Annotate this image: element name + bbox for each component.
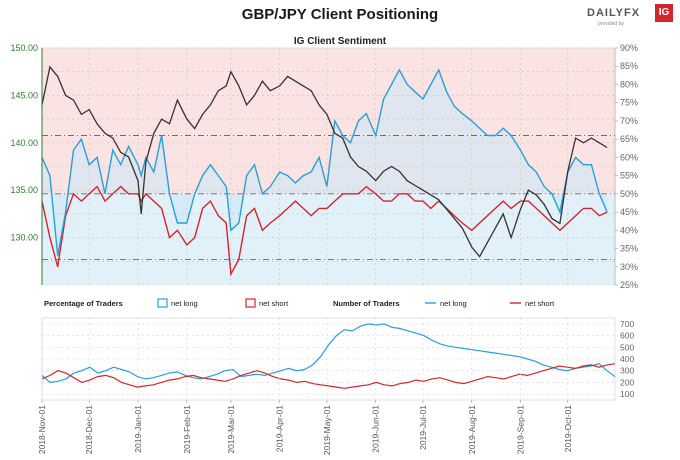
legend-pct-long-swatch: [157, 298, 168, 308]
bottom-y-tick-label: 500: [620, 342, 634, 352]
net-long-band: [42, 193, 615, 285]
y2-tick-label: 70%: [620, 116, 638, 126]
page-title: GBP/JPY Client Positioning: [241, 6, 439, 23]
x-tick-label: 2019-Aug-01: [467, 405, 477, 454]
x-tick-label: 2018-Nov-01: [37, 405, 47, 454]
legend-num-long: net long: [440, 299, 467, 308]
x-tick-label: 2019-Mar-01: [226, 405, 236, 454]
legend-pct-short: net short: [259, 299, 289, 308]
bottom-y-tick-label: 700: [620, 319, 634, 329]
logo-sub: provided by: [598, 21, 624, 27]
legend-number-label: Number of Traders: [333, 299, 400, 308]
y2-tick-label: 55%: [620, 171, 638, 181]
y2-tick-label: 75%: [620, 98, 638, 108]
y2-tick-label: 90%: [620, 43, 638, 53]
x-tick-label: 2019-Jun-01: [371, 405, 381, 453]
y2-tick-label: 85%: [620, 61, 638, 71]
x-tick-label: 2018-Dec-01: [84, 405, 94, 454]
y2-tick-label: 40%: [620, 225, 638, 235]
y2-tick-label: 50%: [620, 189, 638, 199]
y-tick-label: 150.00: [10, 43, 38, 53]
count-short-line: [41, 363, 616, 389]
x-tick-label: 2019-May-01: [322, 405, 332, 455]
net-short-line: [41, 185, 608, 277]
legend-percentage-label: Percentage of Traders: [44, 299, 123, 308]
bottom-y-tick-label: 200: [620, 377, 634, 387]
legend-num-short: net short: [525, 299, 555, 308]
bottom-y-tick-label: 100: [620, 389, 634, 399]
legend-pct-short-swatch: [245, 298, 256, 308]
net-long-line: [41, 68, 608, 256]
y-tick-label: 145.00: [10, 90, 38, 100]
bottom-y-tick-label: 600: [620, 331, 634, 341]
bottom-y-tick-label: 300: [620, 366, 634, 376]
y2-tick-label: 30%: [620, 262, 638, 272]
y2-tick-label: 25%: [620, 280, 638, 290]
x-tick-label: 2019-Oct-01: [563, 405, 573, 453]
logo-word: DAILYFX: [587, 7, 641, 19]
x-tick-label: 2019-Jan-01: [133, 405, 143, 453]
price-line: [41, 65, 608, 258]
y2-tick-label: 35%: [620, 244, 638, 254]
ig-logo-badge: IG: [655, 4, 673, 22]
y2-tick-label: 45%: [620, 207, 638, 217]
x-tick-label: 2019-Apr-01: [275, 405, 285, 453]
y2-tick-label: 60%: [620, 152, 638, 162]
y2-tick-label: 80%: [620, 79, 638, 89]
legend-pct-long: net long: [171, 299, 198, 308]
y-tick-label: 130.00: [10, 233, 38, 243]
x-tick-label: 2019-Feb-01: [182, 405, 192, 454]
y-tick-label: 135.00: [10, 185, 38, 195]
x-tick-label: 2019-Sep-01: [516, 405, 526, 454]
count-long-line: [41, 323, 616, 384]
bottom-y-tick-label: 400: [620, 354, 634, 364]
y-tick-label: 140.00: [10, 138, 38, 148]
x-tick-label: 2019-Jul-01: [418, 405, 428, 450]
y2-tick-label: 65%: [620, 134, 638, 144]
chart-title: IG Client Sentiment: [294, 36, 387, 47]
